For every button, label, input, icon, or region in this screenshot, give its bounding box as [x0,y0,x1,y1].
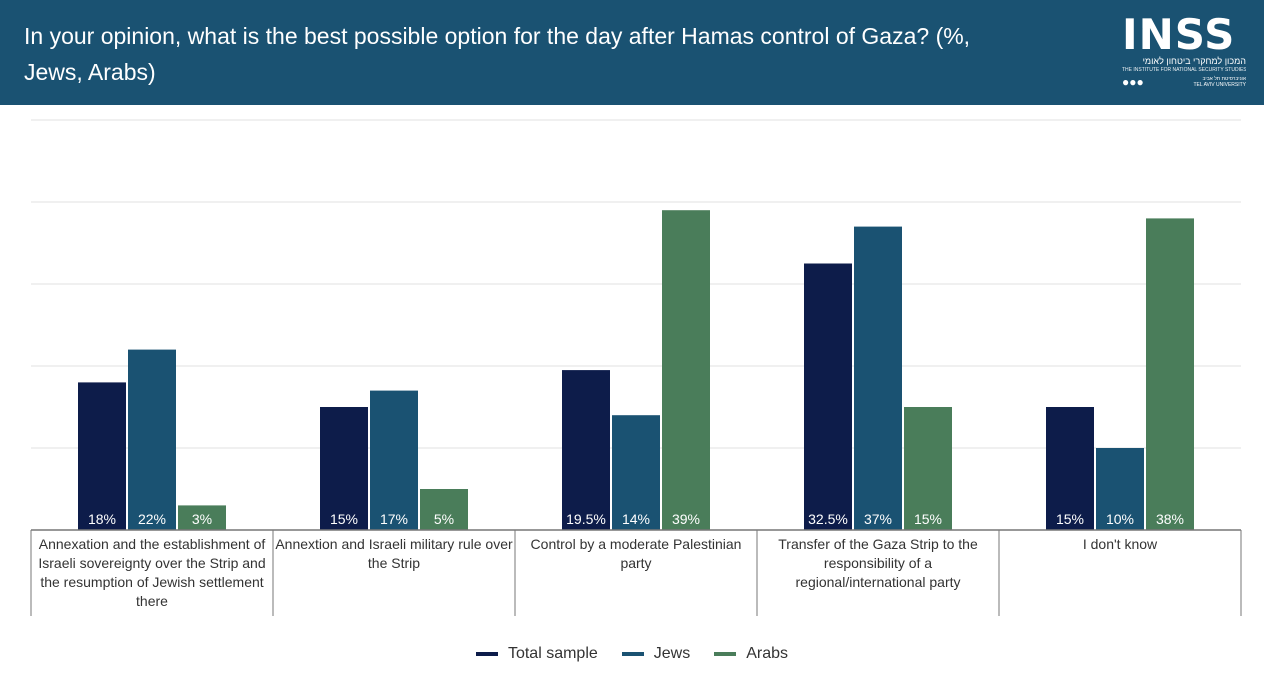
bar-total-sample [78,382,126,530]
category-label: Transfer of the Gaza Strip to the respon… [778,536,978,590]
data-label: 37% [864,511,892,527]
header-bar: In your opinion, what is the best possib… [0,0,1264,105]
bar-total-sample [320,407,368,530]
legend-item: Arabs [714,645,788,663]
bar-jews [370,390,418,530]
logo-university-english: TEL AVIV UNIVERSITY [1193,82,1246,88]
chart-title: In your opinion, what is the best possib… [24,23,971,85]
legend-label: Jews [653,645,691,662]
data-label: 14% [622,511,650,527]
legend-swatch [714,652,737,656]
bar-jews [128,349,176,530]
data-label: 18% [88,511,116,527]
bar-total-sample [562,370,610,530]
legend-item: Jews [621,645,691,663]
inss-logo: INSS המכון למחקרי ביטחון לאומי THE INSTI… [1122,14,1246,94]
bar-arabs [178,505,226,530]
category-label: Control by a moderate Palestinian party [530,536,742,571]
logo-hebrew-text: המכון למחקרי ביטחון לאומי [1142,56,1246,66]
data-label: 32.5% [808,511,848,527]
bar-total-sample [1046,407,1094,530]
data-label: 17% [380,511,408,527]
bar-arabs [904,407,952,530]
category-label: Annexation and the establishment of Isra… [38,536,266,609]
bar-total-sample [804,263,852,530]
data-label: 15% [1056,511,1084,527]
legend-swatch [475,652,498,656]
bar-arabs [1146,218,1194,530]
category-label: I don't know [1082,536,1158,552]
data-label: 22% [138,511,166,527]
legend: Total sample Jews Arabs [0,645,1264,663]
legend-item: Total sample [475,645,598,663]
data-label: 5% [434,511,454,527]
data-label: 19.5% [566,511,606,527]
data-label: 39% [672,511,700,527]
data-label: 10% [1106,511,1134,527]
legend-swatch [621,652,644,656]
data-label: 15% [330,511,358,527]
bar-arabs [420,489,468,530]
bar-jews [854,226,902,530]
bar-jews [1096,448,1144,530]
logo-circles-icon: ●●● [1122,75,1144,89]
data-label: 3% [192,511,212,527]
bar-jews [612,415,660,530]
logo-english-text: THE INSTITUTE FOR NATIONAL SECURITY STUD… [1122,67,1246,73]
logo-university-hebrew: אוניברסיטת תל אביב [1202,76,1247,82]
category-label: Annextion and Israeli military rule over… [275,536,513,571]
bar-arabs [662,210,710,530]
legend-label: Arabs [746,645,789,662]
data-label: 38% [1156,511,1184,527]
data-label: 15% [914,511,942,527]
logo-wordmark: INSS [1122,10,1236,59]
legend-label: Total sample [507,645,598,662]
